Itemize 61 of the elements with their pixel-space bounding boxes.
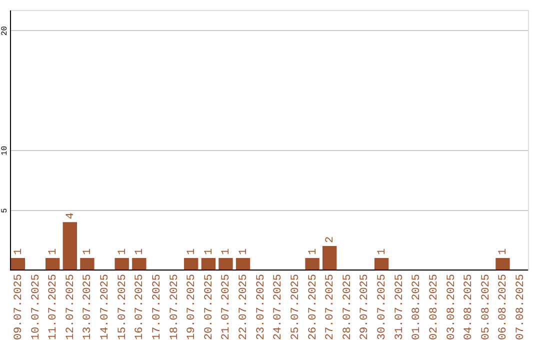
x-tick-label: 27.07.2025 xyxy=(324,274,337,340)
x-tick-label: 31.07.2025 xyxy=(394,274,406,340)
x-tick-label: 09.07.2025 xyxy=(12,274,25,340)
data-label: 1 xyxy=(134,248,146,256)
x-tick-label: 01.08.2025 xyxy=(411,274,424,340)
data-label: 4 xyxy=(64,212,77,220)
x-tick-label: 19.07.2025 xyxy=(186,274,198,340)
data-label: 1 xyxy=(203,248,216,256)
x-tick-label: 17.07.2025 xyxy=(151,274,164,340)
x-tick-label: 25.07.2025 xyxy=(290,274,302,340)
x-tick-label: 14.07.2025 xyxy=(100,274,112,340)
data-label: 1 xyxy=(48,248,60,256)
x-tick-label: 22.07.2025 xyxy=(238,274,250,340)
bar xyxy=(132,258,146,270)
bar xyxy=(374,258,389,270)
x-tick-label: 16.07.2025 xyxy=(134,274,146,340)
x-tick-label: 13.07.2025 xyxy=(82,274,94,340)
x-tick-label: 06.08.2025 xyxy=(498,274,510,340)
y-tick-label: 20 xyxy=(0,26,10,36)
x-tick-label: 23.07.2025 xyxy=(255,274,268,340)
x-tick-label: 05.08.2025 xyxy=(480,274,492,340)
x-tick-label: 21.07.2025 xyxy=(220,274,233,340)
data-label: 2 xyxy=(324,236,337,244)
x-tick-label: 10.07.2025 xyxy=(30,274,42,340)
x-tick-label: 07.08.2025 xyxy=(515,274,528,340)
data-label: 1 xyxy=(186,248,198,256)
y-tick-label: 5 xyxy=(0,208,10,213)
bar xyxy=(236,258,250,270)
x-tick-label: 11.07.2025 xyxy=(48,274,60,340)
x-tick-label: 04.08.2025 xyxy=(463,274,476,340)
x-tick-label: 24.07.2025 xyxy=(272,274,285,340)
y-tick-label: 10 xyxy=(0,146,10,156)
data-label: 1 xyxy=(12,248,25,256)
data-label: 1 xyxy=(238,248,250,256)
bar xyxy=(10,258,26,270)
bar xyxy=(114,258,129,270)
x-tick-label: 03.08.2025 xyxy=(446,274,458,340)
x-tick-label: 02.08.2025 xyxy=(428,274,440,340)
data-label: 1 xyxy=(307,248,320,256)
bar xyxy=(322,246,337,270)
bar xyxy=(62,222,77,270)
x-tick-label: 26.07.2025 xyxy=(307,274,320,340)
data-label: 1 xyxy=(220,248,233,256)
bar xyxy=(184,258,198,270)
bar xyxy=(218,258,233,270)
bar xyxy=(201,258,216,270)
bar xyxy=(80,258,94,270)
x-tick-label: 18.07.2025 xyxy=(168,274,181,340)
data-label: 1 xyxy=(82,248,94,256)
data-label: 1 xyxy=(498,248,510,256)
x-tick-label: 29.07.2025 xyxy=(359,274,372,340)
data-label: 1 xyxy=(376,248,389,256)
x-tick-label: 28.07.2025 xyxy=(342,274,354,340)
x-tick-label: 20.07.2025 xyxy=(203,274,216,340)
bar xyxy=(305,258,320,270)
bar xyxy=(45,258,60,270)
x-tick-label: 30.07.2025 xyxy=(376,274,389,340)
x-tick-label: 12.07.2025 xyxy=(64,274,77,340)
bar xyxy=(496,258,510,270)
data-label: 1 xyxy=(116,248,129,256)
x-tick-label: 15.07.2025 xyxy=(116,274,129,340)
